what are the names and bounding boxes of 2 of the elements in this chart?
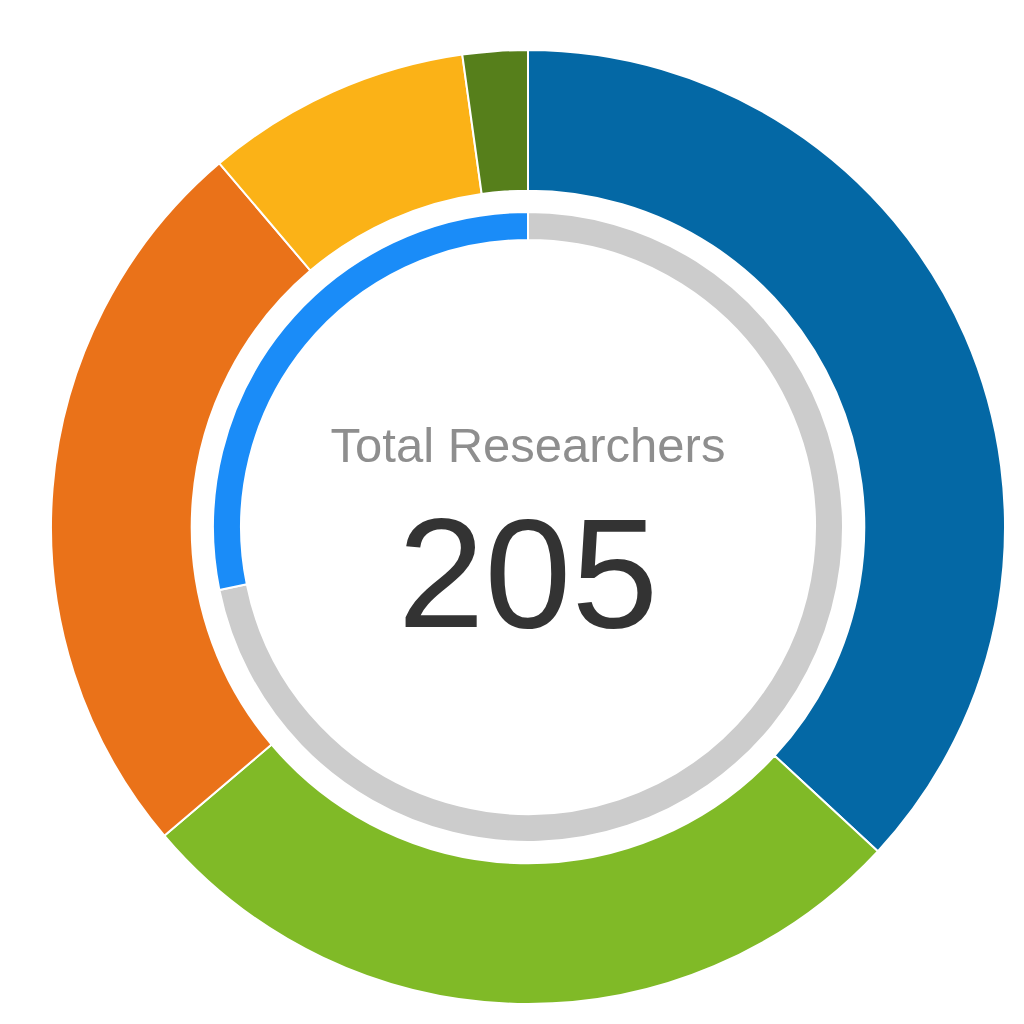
text: Total Researchers — [330, 417, 726, 472]
text: 205 — [397, 485, 659, 660]
